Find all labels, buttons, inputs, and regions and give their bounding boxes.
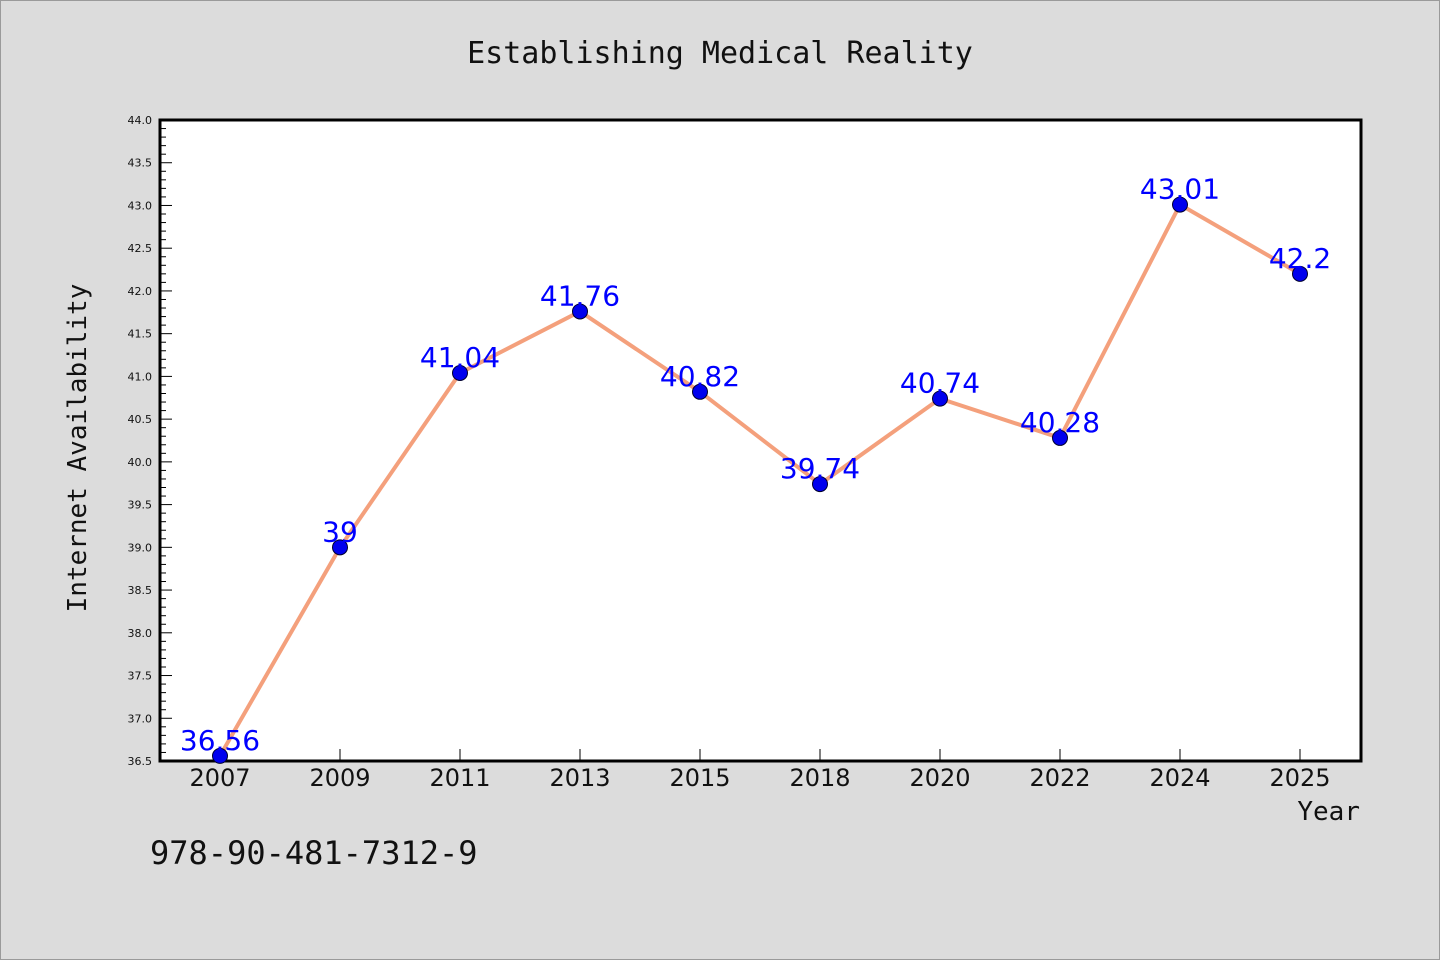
x-tick-label: 2011 (429, 764, 490, 792)
y-axis-label: Internet Availability (63, 284, 93, 613)
y-minor-ticks (160, 128, 166, 753)
y-tick-label: 38.0 (128, 627, 153, 640)
data-point (812, 476, 828, 493)
y-tick-label: 42.0 (128, 285, 153, 298)
data-label: 41.76 (540, 279, 620, 312)
x-tick-label: 2022 (1029, 764, 1090, 792)
y-tick-label: 40.0 (128, 456, 153, 469)
data-markers (212, 196, 1308, 764)
y-tick-label: 44.0 (128, 114, 153, 127)
x-axis-label: Year (1297, 797, 1360, 827)
y-tick-label: 41.5 (128, 328, 153, 341)
y-tick-label: 40.5 (128, 413, 153, 426)
data-label: 41.04 (420, 341, 500, 374)
data-point (1052, 429, 1068, 446)
x-tick-label: 2009 (309, 764, 370, 792)
y-tick-label: 41.0 (128, 370, 153, 383)
y-tick-label: 39.5 (128, 499, 153, 512)
data-point (932, 390, 948, 407)
y-axis-ticks: 36.5 37.0 37.5 38.0 38.5 39.0 39.5 40.0 40.5 41.0… (128, 114, 172, 768)
x-tick-label: 2013 (549, 764, 610, 792)
data-label: 36.56 (180, 724, 260, 757)
x-tick-label: 2020 (909, 764, 970, 792)
x-axis-ticks: 2007 2009 2011 2013 2015 2018 2020 2022 2024 2025 (189, 749, 1331, 792)
data-label: 39 (322, 515, 358, 548)
y-tick-label: 37.0 (128, 712, 153, 725)
x-tick-label: 2015 (669, 764, 730, 792)
chart-title: Establishing Medical Reality (467, 36, 973, 71)
x-tick-label: 2007 (189, 764, 250, 792)
y-tick-label: 38.5 (128, 584, 153, 597)
data-label: 39.74 (780, 452, 860, 485)
isbn-annotation: 978-90-481-7312-9 (150, 834, 478, 872)
data-point (572, 303, 588, 320)
data-label: 40.74 (900, 367, 980, 400)
data-point (332, 539, 348, 556)
x-tick-label: 2025 (1269, 764, 1330, 792)
data-label: 42.2 (1269, 242, 1331, 275)
y-tick-label: 37.5 (128, 670, 153, 683)
data-labels: 36.56 39 41.04 41.76 40.82 39.74 40.74 40.28 43.… (180, 173, 1331, 757)
data-label: 43.01 (1140, 173, 1220, 206)
y-tick-label: 42.5 (128, 242, 153, 255)
data-label: 40.82 (660, 360, 740, 393)
x-tick-label: 2018 (789, 764, 850, 792)
data-point (692, 383, 708, 400)
y-tick-label: 43.5 (128, 157, 153, 170)
y-tick-label: 43.0 (128, 199, 153, 212)
y-tick-label: 36.5 (128, 755, 153, 768)
y-tick-label: 39.0 (128, 541, 153, 554)
x-tick-label: 2024 (1149, 764, 1210, 792)
data-label: 40.28 (1020, 406, 1100, 439)
data-point (1292, 265, 1308, 282)
data-point (212, 747, 228, 764)
data-point (1172, 196, 1188, 213)
plot-area (158, 118, 1363, 763)
series-line (218, 202, 1301, 757)
data-point (452, 364, 468, 381)
